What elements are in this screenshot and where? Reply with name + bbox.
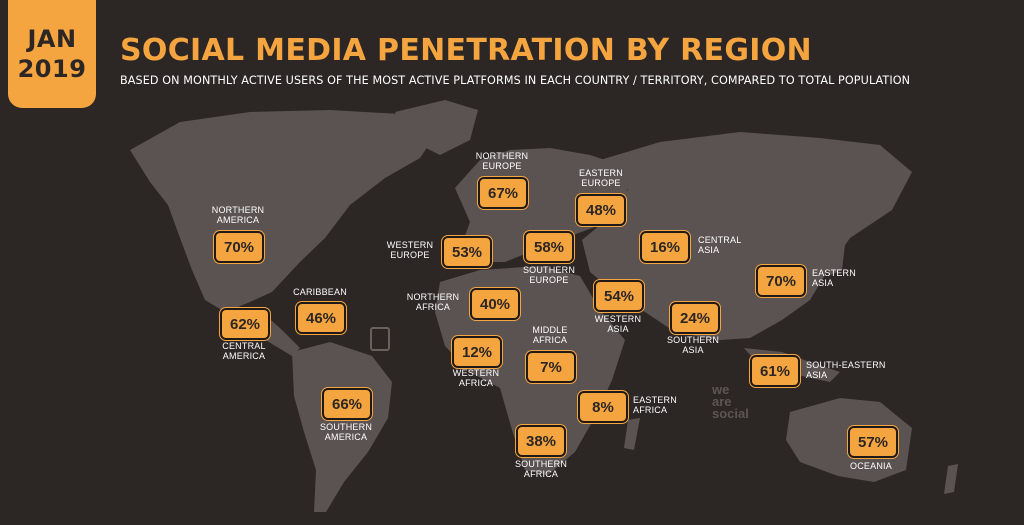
page-title: SOCIAL MEDIA PENETRATION BY REGION	[120, 33, 812, 68]
region-badge-oceania: 57%	[848, 426, 898, 458]
date-badge: JAN 2019	[8, 0, 96, 108]
region-label-eastern-asia: EASTERN ASIA	[812, 268, 856, 288]
region-label-central-asia: CENTRAL ASIA	[698, 235, 742, 255]
region-label-oceania: OCEANIA	[850, 461, 892, 471]
region-badge-southern-asia: 24%	[670, 302, 720, 334]
region-label-southern-asia: SOUTHERN ASIA	[666, 335, 720, 355]
region-badge-western-africa: 12%	[452, 336, 502, 368]
japan-landmass	[828, 236, 846, 276]
north-america-landmass	[130, 110, 440, 312]
region-badge-central-america: 62%	[220, 308, 270, 340]
asia-landmass	[582, 132, 912, 340]
region-badge-northern-europe: 67%	[478, 177, 528, 209]
region-label-eastern-europe: EASTERN EUROPE	[579, 168, 623, 188]
region-badge-western-europe: 53%	[442, 236, 492, 268]
region-label-northern-america: NORTHERN AMERICA	[211, 205, 265, 225]
region-label-central-america: CENTRAL AMERICA	[222, 341, 266, 361]
date-year: 2019	[17, 55, 87, 83]
region-label-southern-europe: SOUTHERN EUROPE	[522, 265, 576, 285]
region-label-southern-africa: SOUTHERN AFRICA	[514, 459, 568, 479]
owl-icon	[370, 327, 390, 351]
region-badge-eastern-europe: 48%	[576, 194, 626, 226]
region-label-northern-europe: NORTHERN EUROPE	[475, 151, 529, 171]
region-label-caribbean: CARIBBEAN	[293, 287, 347, 297]
region-label-eastern-africa: EASTERN AFRICA	[633, 395, 677, 415]
region-badge-south-eastern-asia: 61%	[750, 355, 800, 387]
region-badge-caribbean: 46%	[296, 302, 346, 334]
region-label-western-europe: WESTERN EUROPE	[386, 240, 434, 260]
south-america-landmass	[292, 342, 392, 512]
region-label-middle-africa: MIDDLE AFRICA	[532, 325, 568, 345]
europe-landmass	[455, 148, 630, 262]
region-badge-western-asia: 54%	[594, 280, 644, 312]
region-label-south-eastern-asia: SOUTH-EASTERN ASIA	[806, 360, 886, 380]
greenland-landmass	[395, 100, 478, 155]
region-badge-eastern-asia: 70%	[756, 265, 806, 297]
region-label-western-asia: WESTERN ASIA	[594, 314, 642, 334]
region-label-western-africa: WESTERN AFRICA	[452, 368, 500, 388]
region-badge-southern-america: 66%	[322, 388, 372, 420]
region-label-southern-america: SOUTHERN AMERICA	[319, 422, 373, 442]
region-badge-central-asia: 16%	[640, 231, 690, 263]
region-badge-southern-africa: 38%	[516, 425, 566, 457]
we-are-social-logo: we are social	[712, 382, 749, 421]
region-badge-eastern-africa: 8%	[578, 391, 628, 423]
date-month: JAN	[27, 25, 77, 53]
region-badge-southern-europe: 58%	[524, 231, 574, 263]
region-badge-northern-america: 70%	[214, 231, 264, 263]
new-zealand-landmass	[944, 464, 958, 494]
region-label-northern-africa: NORTHERN AFRICA	[406, 292, 460, 312]
madagascar-landmass	[624, 418, 640, 450]
region-badge-middle-africa: 7%	[526, 351, 576, 383]
region-badge-northern-africa: 40%	[470, 288, 520, 320]
page-subtitle: BASED ON MONTHLY ACTIVE USERS OF THE MOS…	[120, 74, 911, 87]
